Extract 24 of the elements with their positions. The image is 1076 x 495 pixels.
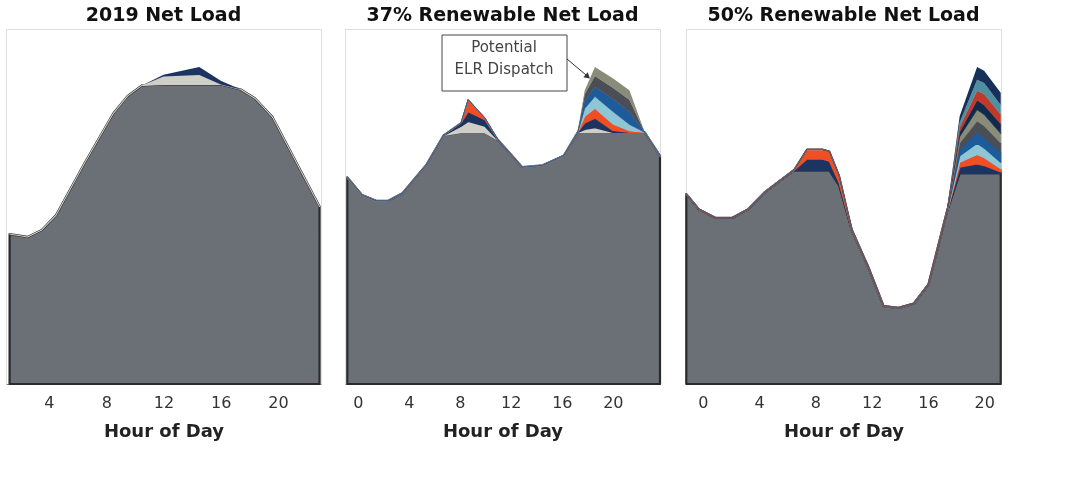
x-tick-label: 8: [810, 392, 821, 412]
x-tick-label: 8: [455, 392, 466, 412]
x-tick-label: 4: [44, 392, 55, 412]
x-tick-label: 20: [603, 392, 624, 412]
x-tick-label: 4: [404, 392, 415, 412]
x-tick-label: 12: [861, 392, 883, 412]
x-tick-label: 16: [918, 392, 939, 412]
x-tick-label: 16: [211, 392, 232, 412]
x-tick-label: 0: [698, 392, 709, 412]
annotation: Potential ELR Dispatch: [454, 38, 554, 78]
x-tick-label: 0: [353, 392, 364, 412]
x-tick-label: 20: [268, 392, 289, 412]
x-tick-label: 12: [501, 392, 522, 412]
x-tick-label: 12: [153, 392, 175, 412]
x-tick-label: 16: [552, 392, 573, 412]
x-tick-label: 4: [754, 392, 765, 412]
x-axis-title: Hour of Day: [783, 419, 905, 441]
x-tick-label: 20: [974, 392, 995, 412]
x-axis-title: Hour of Day: [103, 419, 225, 441]
x-tick-label: 8: [101, 392, 112, 412]
x-axis-title: Hour of Day: [442, 419, 564, 441]
chart-title: 50% Renewable Net Load: [707, 3, 980, 25]
chart-title: 2019 Net Load: [85, 3, 242, 25]
chart-title: 37% Renewable Net Load: [366, 3, 639, 25]
